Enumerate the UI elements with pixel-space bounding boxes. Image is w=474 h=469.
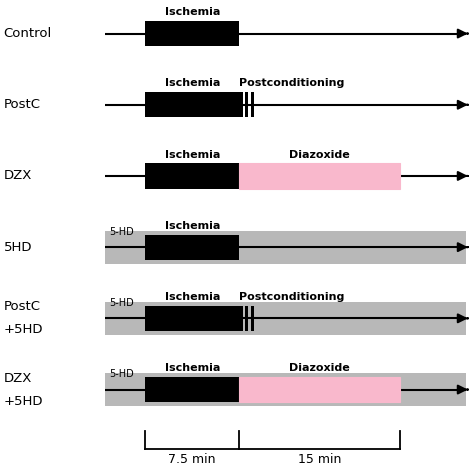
Bar <box>105 302 465 335</box>
Text: 5-HD: 5-HD <box>109 227 134 237</box>
Text: Diazoxide: Diazoxide <box>289 150 350 159</box>
Text: Ischemia: Ischemia <box>164 78 220 89</box>
Bar <box>145 92 239 117</box>
Text: DZX: DZX <box>4 169 32 182</box>
Text: 5-HD: 5-HD <box>109 298 134 308</box>
Text: +5HD: +5HD <box>4 394 43 408</box>
Bar <box>239 92 243 117</box>
Text: PostC: PostC <box>4 300 41 313</box>
Text: +5HD: +5HD <box>4 323 43 336</box>
Text: PostC: PostC <box>4 98 41 111</box>
Text: Diazoxide: Diazoxide <box>289 363 350 373</box>
Text: 5HD: 5HD <box>4 241 32 254</box>
Text: Control: Control <box>4 27 52 40</box>
Bar <box>145 163 239 189</box>
Text: DZX: DZX <box>4 371 32 385</box>
Text: Postconditioning: Postconditioning <box>239 292 345 302</box>
Bar <box>239 163 400 189</box>
Bar <box>145 306 239 331</box>
Text: Ischemia: Ischemia <box>164 221 220 231</box>
Bar <box>245 92 248 117</box>
Bar <box>145 234 239 260</box>
Bar <box>251 92 254 117</box>
Bar <box>105 373 465 406</box>
Text: Ischemia: Ischemia <box>164 7 220 17</box>
Bar <box>251 306 254 331</box>
Bar <box>145 377 239 402</box>
Text: 5-HD: 5-HD <box>109 370 134 379</box>
Text: Ischemia: Ischemia <box>164 150 220 159</box>
Text: 7.5 min: 7.5 min <box>168 453 216 466</box>
Text: Ischemia: Ischemia <box>164 292 220 302</box>
Bar <box>105 231 465 264</box>
Bar <box>239 377 400 402</box>
Text: 15 min: 15 min <box>298 453 341 466</box>
Text: Ischemia: Ischemia <box>164 363 220 373</box>
Text: Postconditioning: Postconditioning <box>239 78 345 89</box>
Bar <box>145 21 239 46</box>
Bar <box>245 306 248 331</box>
Bar <box>239 306 243 331</box>
